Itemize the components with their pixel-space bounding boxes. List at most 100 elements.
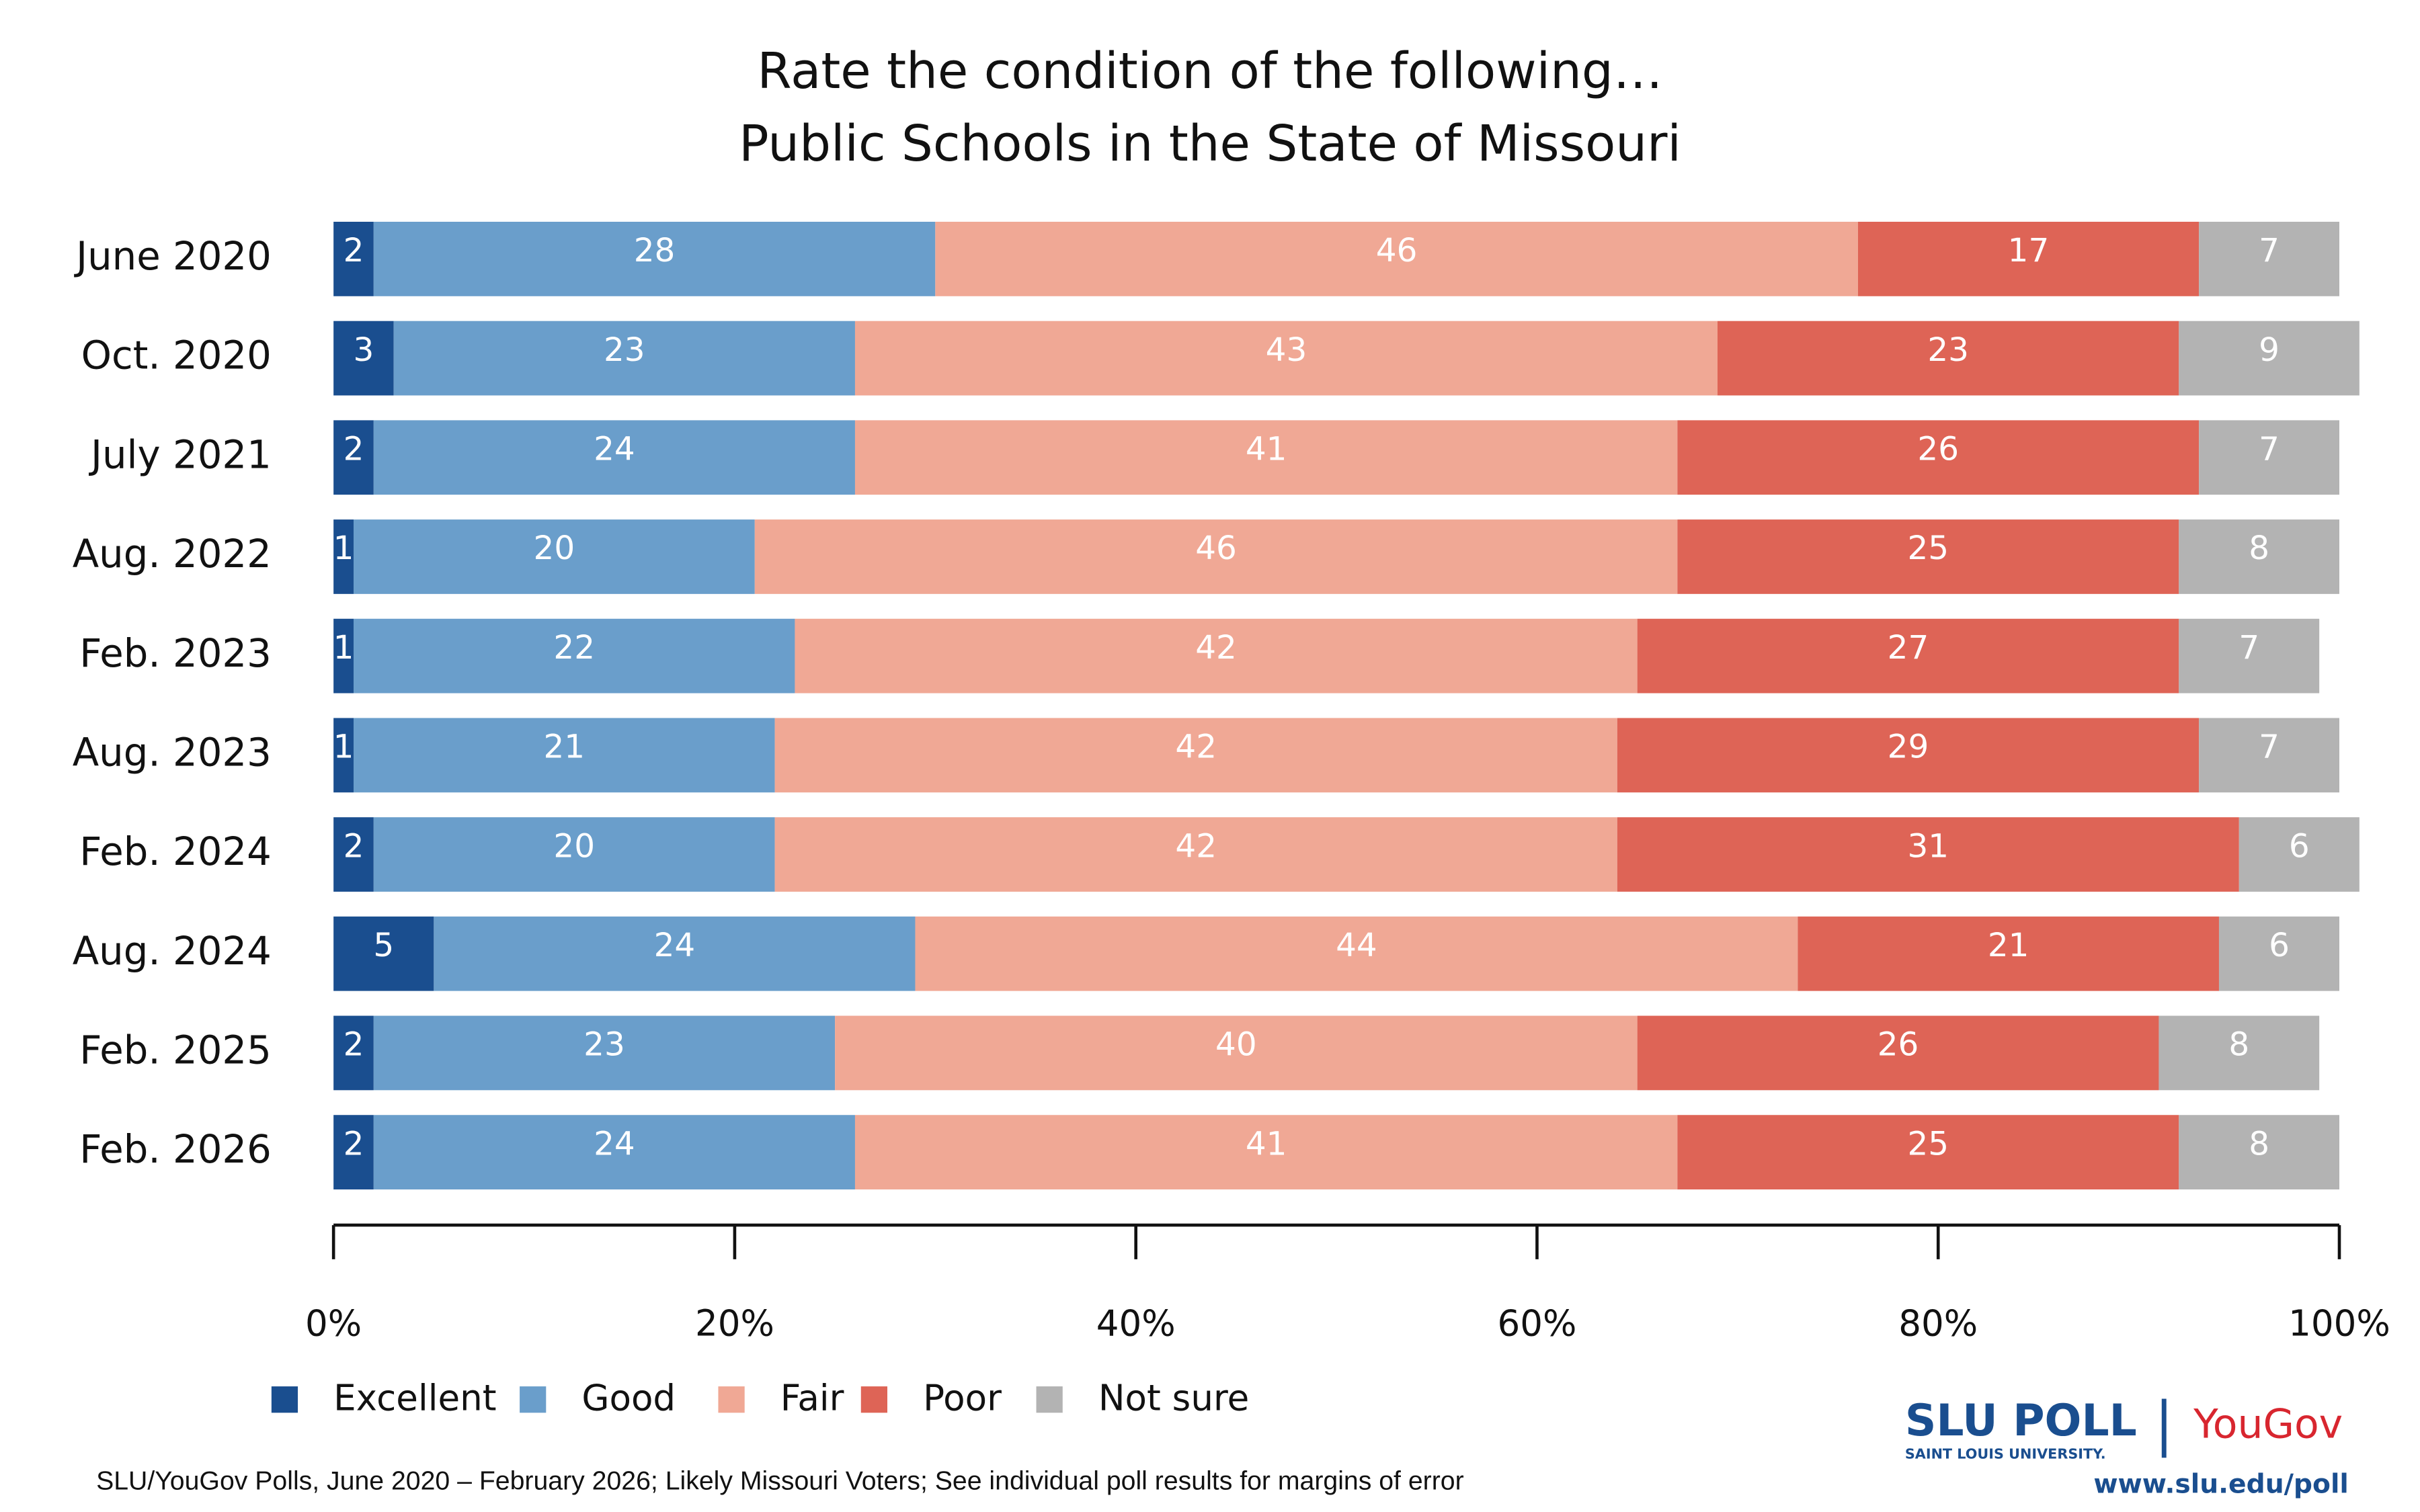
bar-segment — [2179, 1115, 2339, 1189]
data-label: 26 — [1878, 1026, 1919, 1064]
data-label: 17 — [2008, 232, 2050, 269]
bar-segment — [854, 420, 1678, 495]
data-label: 7 — [2238, 629, 2259, 667]
legend-swatch — [860, 1386, 887, 1413]
bar-segment — [333, 618, 354, 694]
data-label: 22 — [553, 629, 595, 667]
bar-segment — [854, 321, 1718, 396]
bar-segment — [333, 1115, 374, 1189]
category-label: Aug. 2024 — [73, 928, 272, 974]
data-label: 2 — [344, 1125, 364, 1163]
legend-label: Excellent — [333, 1377, 496, 1419]
logo-url: www.slu.edu/poll — [2093, 1469, 2349, 1499]
bar-segment — [333, 519, 354, 594]
bar-segment — [1637, 1015, 2159, 1091]
data-label: 40 — [1215, 1026, 1257, 1064]
data-label: 29 — [1888, 728, 1929, 766]
data-label: 7 — [2259, 728, 2280, 766]
bar-segment — [333, 916, 434, 991]
bar-segment — [795, 618, 1638, 694]
data-label: 1 — [333, 629, 354, 667]
data-label: 5 — [373, 927, 394, 964]
category-label: July 2021 — [89, 431, 272, 477]
bar-segment — [915, 916, 1798, 991]
bar-segment — [353, 618, 795, 694]
data-label: 23 — [604, 331, 645, 369]
logo-yougov: YouGov — [2193, 1401, 2343, 1448]
data-label: 44 — [1336, 927, 1377, 964]
bar-segment — [1677, 519, 2179, 594]
bar-segment — [1857, 222, 2200, 296]
bar-segment — [2199, 222, 2339, 296]
legend-swatch — [1036, 1386, 1063, 1413]
data-label: 26 — [1917, 431, 1959, 468]
data-label: 21 — [1988, 927, 2029, 964]
data-label: 25 — [1907, 1125, 1949, 1163]
data-label: 23 — [1927, 331, 1969, 369]
data-label: 31 — [1907, 827, 1949, 865]
x-tick-label: 80% — [1898, 1303, 1978, 1345]
data-label: 28 — [634, 232, 676, 269]
category-label: Oct. 2020 — [81, 333, 272, 378]
bar-segment — [774, 817, 1617, 892]
bar-segment — [353, 519, 755, 594]
data-label: 43 — [1266, 331, 1307, 369]
data-label: 41 — [1246, 1125, 1287, 1163]
bar-segment — [333, 321, 394, 396]
category-label: Feb. 2026 — [79, 1126, 272, 1172]
logo-slu-sub: SAINT LOUIS UNIVERSITY. — [1905, 1446, 2106, 1462]
legend-swatch — [520, 1386, 547, 1413]
bar-segment — [353, 718, 775, 793]
data-label: 2 — [344, 431, 364, 468]
data-label: 7 — [2259, 431, 2280, 468]
bar-segment — [333, 1015, 374, 1091]
data-label: 9 — [2259, 331, 2280, 369]
bar-segment — [1677, 420, 2200, 495]
data-label: 7 — [2259, 232, 2280, 269]
legend-swatch — [271, 1386, 298, 1413]
bar-segment — [2238, 817, 2360, 892]
bar-segment — [393, 321, 855, 396]
category-label: Aug. 2023 — [73, 729, 272, 775]
bar-segment — [1677, 1115, 2179, 1189]
bar-segment — [333, 718, 354, 793]
data-label: 42 — [1195, 629, 1237, 667]
data-label: 21 — [543, 728, 585, 766]
bar-segment — [1637, 618, 2179, 694]
bar-segment — [373, 222, 936, 296]
bar-segment — [2199, 718, 2339, 793]
bar-segment — [373, 1115, 855, 1189]
legend-label: Not sure — [1098, 1377, 1249, 1419]
bar-segment — [333, 420, 374, 495]
bar-segment — [854, 1115, 1678, 1189]
category-label: Feb. 2025 — [79, 1027, 272, 1073]
data-label: 8 — [2249, 1125, 2269, 1163]
bar-segment — [1718, 321, 2179, 396]
bar-segment — [434, 916, 916, 991]
data-label: 6 — [2269, 927, 2290, 964]
legend-label: Poor — [923, 1377, 1002, 1419]
bar-segment — [2179, 519, 2339, 594]
data-label: 6 — [2289, 827, 2310, 865]
legend-label: Fair — [780, 1377, 844, 1419]
category-label: Feb. 2023 — [79, 630, 272, 676]
bar-segment — [2179, 321, 2360, 396]
data-label: 8 — [2249, 530, 2269, 567]
data-label: 2 — [344, 232, 364, 269]
bar-segment — [373, 1015, 836, 1091]
x-tick-label: 20% — [695, 1303, 774, 1345]
x-tick-label: 100% — [2288, 1303, 2390, 1345]
data-label: 8 — [2228, 1026, 2249, 1064]
data-label: 2 — [344, 1026, 364, 1064]
bar-segment — [333, 222, 374, 296]
x-tick-label: 60% — [1497, 1303, 1576, 1345]
data-label: 2 — [344, 827, 364, 865]
bar-segment — [1617, 718, 2200, 793]
data-label: 25 — [1907, 530, 1949, 567]
data-label: 20 — [553, 827, 595, 865]
logo-slu: SLU POLL — [1905, 1396, 2137, 1446]
bar-segment — [935, 222, 1858, 296]
x-tick-label: 0% — [305, 1303, 362, 1345]
